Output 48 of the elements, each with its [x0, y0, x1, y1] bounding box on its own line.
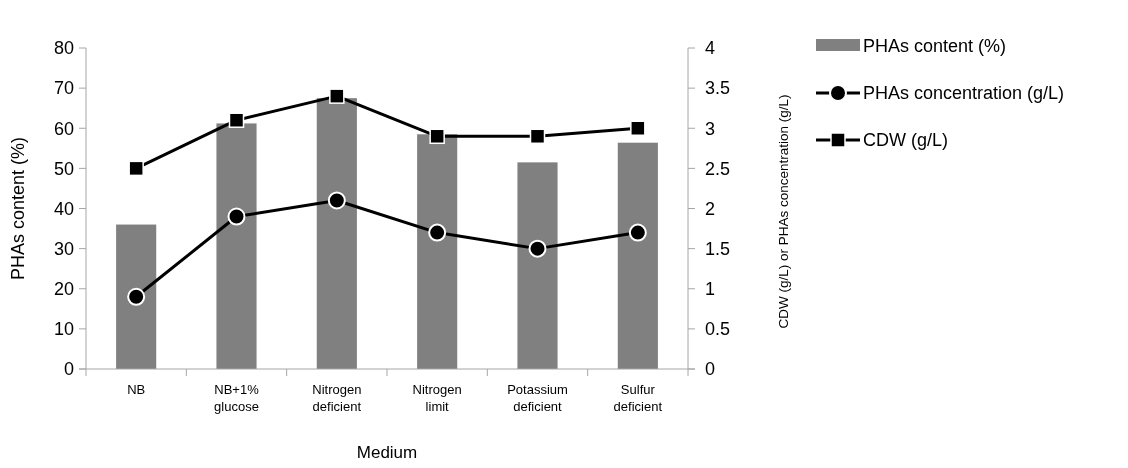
bar — [316, 98, 357, 369]
x-tick-label: Nitrogen limit — [412, 382, 462, 414]
x-tick-label: NB — [127, 382, 146, 397]
y-tick-label: 20 — [53, 279, 74, 300]
point — [329, 88, 345, 104]
point — [227, 207, 246, 226]
y-axis-title: PHAs content (%) — [8, 136, 28, 281]
x-tick-label: Sulfur deficient — [613, 382, 663, 414]
y2-tick-label: 0 — [705, 359, 716, 380]
y2-tick-label: 1 — [705, 279, 716, 300]
point — [528, 239, 547, 258]
legend-label: CDW (g/L) — [863, 130, 948, 151]
x-tick-label: NB+1% glucose — [214, 382, 260, 414]
bar — [617, 142, 658, 369]
point — [429, 128, 445, 145]
legend-label: PHAs content (%) — [863, 36, 1007, 57]
y2-axis-title: CDW (g/L) or PHAs concentration (g/L) — [776, 94, 791, 329]
point — [127, 287, 146, 306]
y-tick-label: 60 — [53, 118, 74, 139]
y2-tick-label: 0.5 — [705, 319, 731, 340]
bar — [417, 134, 458, 369]
bar — [517, 162, 558, 369]
point — [327, 191, 346, 210]
point — [630, 120, 646, 136]
point — [228, 112, 245, 128]
y2-tick-label: 4 — [705, 38, 716, 59]
point — [529, 128, 546, 145]
y-tick-label: 80 — [53, 38, 74, 59]
y-tick-label: 0 — [63, 359, 74, 380]
bar — [216, 123, 257, 369]
y-tick-label: 70 — [53, 78, 74, 99]
x-tick-label: Potassium deficient — [507, 382, 568, 414]
y2-tick-label: 3.5 — [705, 78, 731, 99]
y2-tick-label: 2 — [705, 198, 716, 219]
legend-label: PHAs concentration (g/L) — [863, 83, 1065, 104]
point — [628, 223, 647, 242]
x-axis-title: Medium — [356, 443, 418, 462]
x-tick-label: Nitrogen deficient — [312, 382, 362, 414]
y2-tick-label: 1.5 — [705, 238, 731, 259]
y-tick-label: 40 — [53, 198, 74, 219]
y-tick-label: 50 — [53, 158, 74, 179]
point — [128, 160, 144, 177]
point — [428, 223, 447, 242]
y-tick-label: 30 — [53, 238, 74, 259]
y2-tick-label: 3 — [705, 118, 716, 139]
y-tick-label: 10 — [53, 319, 74, 340]
bar — [116, 224, 157, 369]
y2-tick-label: 2.5 — [705, 158, 731, 179]
